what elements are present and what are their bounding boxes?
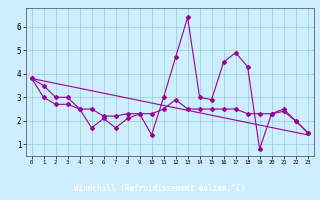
Text: Windchill (Refroidissement éolien,°C): Windchill (Refroidissement éolien,°C)	[75, 184, 245, 193]
